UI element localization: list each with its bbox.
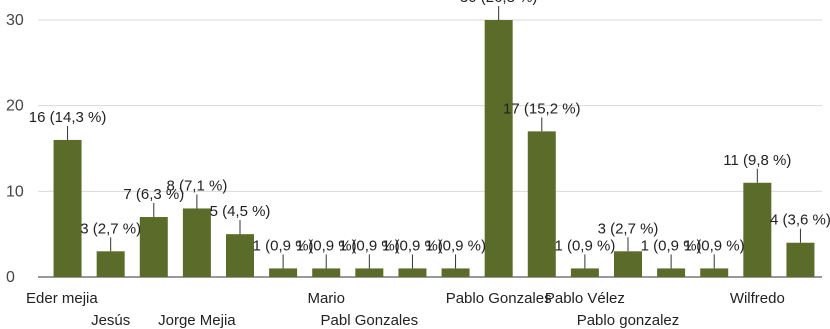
bar-6 [312,268,341,277]
bar-3 [182,208,211,277]
y-tick-label-10: 10 [6,183,24,200]
label-leaders [67,6,801,269]
data-label-6: 1 (0,9 %) [296,237,357,254]
data-label-4: 5 (4,5 %) [210,203,271,220]
data-label-17: 4 (3,6 %) [770,212,830,229]
y-tick-label-20: 20 [6,98,24,115]
data-label-2: 7 (6,3 %) [123,186,184,203]
data-labels: 16 (14,3 %) 3 (2,7 %) 7 (6,3 %)8 (7,1 %) 5 … [29,0,830,254]
bar-4 [226,234,254,277]
y-tick-label-0: 0 [6,269,15,286]
bar-1 [96,251,125,277]
y-axis-tick-labels: 0 10 20 30 [6,12,24,286]
bar-11 [527,131,556,277]
category-label-1: Jesús [91,312,130,329]
data-label-13: 3 (2,7 %) [598,220,659,237]
category-label-6: Mario [307,290,345,307]
bar-8 [398,268,427,277]
bar-17 [786,242,815,277]
bar-13 [614,251,642,277]
data-label-9: 1 (0,9 %) [425,237,486,254]
data-label-1: 3 (2,7 %) [80,220,141,237]
data-label-11: 17 (15,2 %) [503,100,581,117]
category-label-10: Pablo Gonzales [446,290,552,307]
data-label-14: 1 (0,9 %) [641,237,702,254]
gridlines [38,19,822,278]
data-label-5: 1 (0,9 %) [253,237,314,254]
x-axis-category-labels: Eder mejia Jesús Jorge Mejia Mario Pabl Gonz… [26,290,785,329]
bar-15 [700,268,729,277]
data-label-3: 8 (7,1 %) [166,177,227,194]
bar-12 [570,268,599,277]
data-label-0: 16 (14,3 %) [29,109,107,126]
bar-0 [53,139,82,277]
data-label-15: 1 (0,9 %) [684,237,745,254]
bar-10 [484,20,513,277]
category-label-0: Eder mejia [26,290,98,307]
category-label-7: Pabl Gonzales [321,312,419,329]
category-label-3: Jorge Mejia [158,312,236,329]
data-label-16: 11 (9,8 %) [723,152,791,169]
bar-5 [269,268,298,277]
bar-16 [743,182,772,277]
data-label-10: 30 (26,8 %) [460,0,538,6]
bar-14 [657,268,686,277]
data-label-12: 1 (0,9 %) [554,237,615,254]
bar-9 [441,268,470,277]
category-label-16: Wilfredo [730,290,785,307]
data-label-7: 1 (0,9 %) [339,237,400,254]
data-label-8: 1 (0,9 %) [382,237,443,254]
bar-2 [139,217,168,277]
y-tick-label-30: 30 [6,12,24,29]
category-label-12: Pablo Vélez [545,290,625,307]
bar-7 [355,268,384,277]
bars [53,20,815,277]
category-label-13: Pablo gonzalez [577,312,680,329]
